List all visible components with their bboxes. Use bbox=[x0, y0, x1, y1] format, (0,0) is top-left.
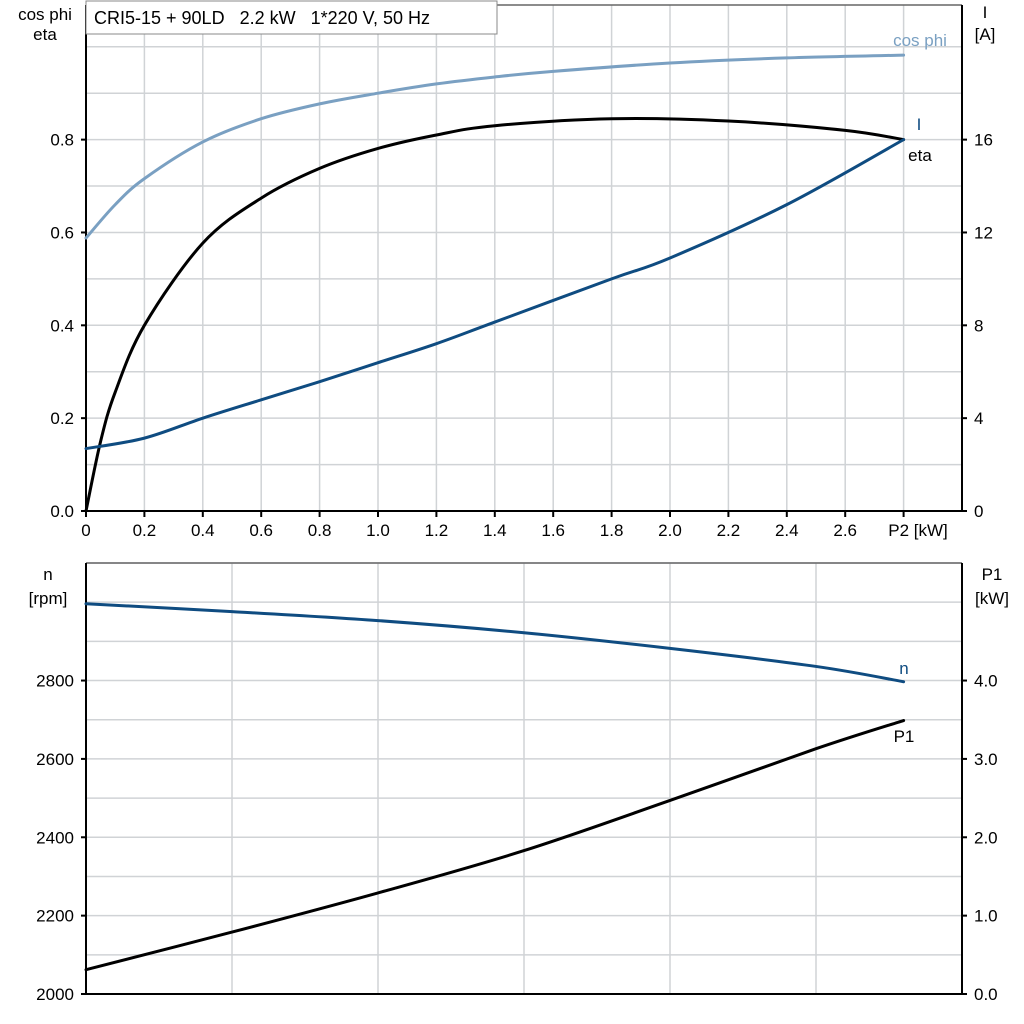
right-axis-label-unit: [A] bbox=[975, 25, 996, 44]
x-tick-label: 1.0 bbox=[366, 521, 390, 540]
left-tick-label: 2800 bbox=[36, 672, 74, 691]
series-label-n: n bbox=[899, 659, 908, 678]
x-tick-label: 1.6 bbox=[541, 521, 565, 540]
bottom-right-axis-label-unit: [kW] bbox=[975, 589, 1009, 608]
x-tick-label: 2.6 bbox=[833, 521, 857, 540]
bottom-left-axis-label-n: n bbox=[43, 565, 52, 584]
right-tick-label: 12 bbox=[974, 223, 993, 242]
x-tick-label: 1.8 bbox=[600, 521, 624, 540]
right-axis-label-i: I bbox=[983, 3, 988, 22]
x-axis-label: P2 [kW] bbox=[888, 521, 948, 540]
right-tick-label: 3.0 bbox=[974, 750, 998, 769]
series-label-eta: eta bbox=[908, 146, 932, 165]
x-tick-label: 2.4 bbox=[775, 521, 799, 540]
left-tick-label: 2000 bbox=[36, 985, 74, 1004]
title-box bbox=[85, 0, 498, 35]
right-tick-label: 0.0 bbox=[974, 985, 998, 1004]
left-tick-label: 0.2 bbox=[50, 409, 74, 428]
x-tick-label: 1.2 bbox=[425, 521, 449, 540]
series-label-cosphi: cos phi bbox=[893, 31, 947, 50]
series-line-n bbox=[84, 602, 906, 684]
right-tick-label: 1.0 bbox=[974, 907, 998, 926]
x-tick-label: 2.2 bbox=[717, 521, 741, 540]
x-tick-label: 1.4 bbox=[483, 521, 507, 540]
left-axis-label-cosphi: cos phi bbox=[18, 5, 72, 24]
left-tick-label: 2600 bbox=[36, 750, 74, 769]
x-tick-label: 2.0 bbox=[658, 521, 682, 540]
series-label-i: I bbox=[917, 115, 922, 134]
left-tick-label: 2400 bbox=[36, 828, 74, 847]
x-tick-label: 0.4 bbox=[191, 521, 215, 540]
x-tick-label: 0 bbox=[81, 521, 90, 540]
x-tick-label: 0.2 bbox=[133, 521, 157, 540]
right-tick-label: 4 bbox=[974, 409, 983, 428]
right-tick-label: 8 bbox=[974, 316, 983, 335]
x-tick-label: 0.6 bbox=[249, 521, 273, 540]
right-tick-label: 2.0 bbox=[974, 828, 998, 847]
right-tick-label: 0 bbox=[974, 502, 983, 521]
left-tick-label: 2200 bbox=[36, 907, 74, 926]
bottom-right-axis-label-p1: P1 bbox=[982, 565, 1003, 584]
right-tick-label: 16 bbox=[974, 131, 993, 150]
right-tick-label: 4.0 bbox=[974, 672, 998, 691]
left-tick-label: 0.0 bbox=[50, 502, 74, 521]
top-chart: 0.0 0.2 0.4 0.6 0.8 0 4 8 12 16 0 0.2 0.4 0.6 0.8 1.0 1.… bbox=[50, 4, 993, 540]
series-label-p1: P1 bbox=[894, 727, 915, 746]
series-line-p1 bbox=[84, 719, 906, 972]
left-tick-label: 0.6 bbox=[50, 223, 74, 242]
x-tick-label: 0.8 bbox=[308, 521, 332, 540]
series-line-i bbox=[84, 138, 906, 451]
chart-title: CRI5-15 + 90LD 2.2 kW 1*220 V, 50 Hz bbox=[94, 8, 430, 28]
series-line-eta bbox=[84, 116, 906, 513]
left-tick-label: 0.8 bbox=[50, 131, 74, 150]
bottom-left-axis-label-unit: [rpm] bbox=[29, 589, 68, 608]
left-tick-label: 0.4 bbox=[50, 316, 74, 335]
bottom-chart: 2000 2200 2400 2600 2800 0.0 1.0 2.0 3.0 4.0 bbox=[36, 562, 998, 1004]
series-line-cos-phi bbox=[84, 53, 906, 240]
left-axis-label-eta: eta bbox=[33, 25, 57, 44]
